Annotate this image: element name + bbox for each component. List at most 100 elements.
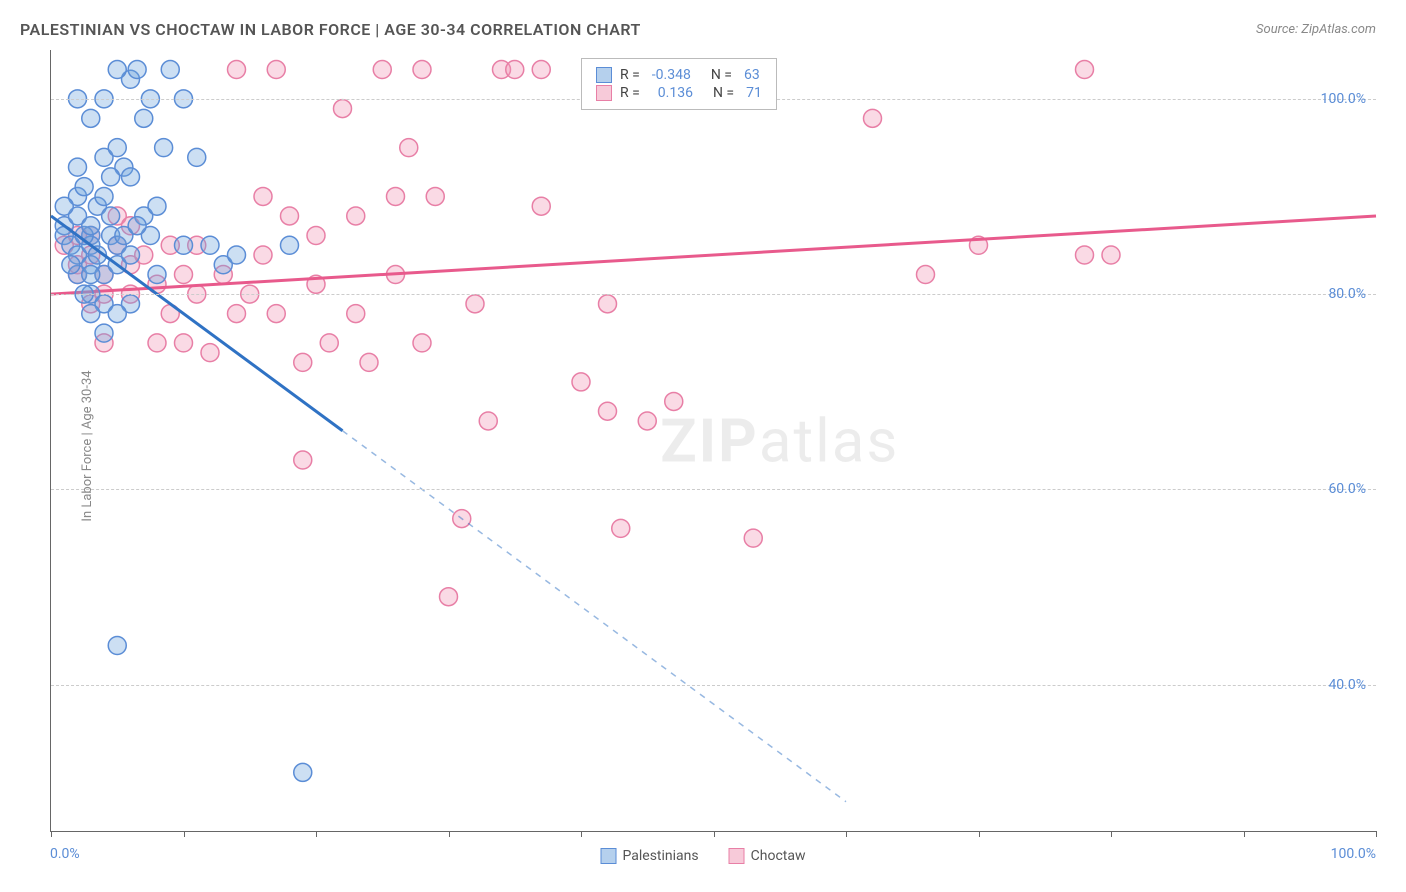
x-tick <box>184 831 185 837</box>
scatter-point <box>102 207 120 225</box>
scatter-point <box>122 168 140 186</box>
scatter-point <box>188 148 206 166</box>
stats-row-palestinians: R = -0.348 N = 63 <box>596 67 762 83</box>
scatter-point <box>479 412 497 430</box>
scatter-point <box>506 61 524 79</box>
scatter-point <box>281 207 299 225</box>
scatter-point <box>82 266 100 284</box>
scatter-point <box>413 61 431 79</box>
scatter-point <box>82 109 100 127</box>
y-tick-label: 80.0% <box>1328 286 1366 302</box>
x-tick <box>581 831 582 837</box>
scatter-point <box>917 266 935 284</box>
source-attribution: Source: ZipAtlas.com <box>1256 22 1376 37</box>
scatter-point <box>360 353 378 371</box>
scatter-point <box>175 236 193 254</box>
x-tick <box>449 831 450 837</box>
x-tick <box>1111 831 1112 837</box>
scatter-point <box>440 588 458 606</box>
scatter-point <box>744 529 762 547</box>
scatter-point <box>347 305 365 323</box>
scatter-point <box>1076 246 1094 264</box>
scatter-point <box>75 178 93 196</box>
scatter-point <box>1102 246 1120 264</box>
scatter-point <box>1076 61 1094 79</box>
y-tick-label: 100.0% <box>1321 91 1366 107</box>
x-tick-max: 100.0% <box>1331 846 1376 862</box>
scatter-point <box>254 187 272 205</box>
scatter-point <box>175 266 193 284</box>
scatter-point <box>281 236 299 254</box>
scatter-point <box>294 451 312 469</box>
scatter-point <box>400 139 418 157</box>
x-tick-min: 0.0% <box>50 846 80 862</box>
y-tick-label: 40.0% <box>1328 677 1366 693</box>
scatter-point <box>108 61 126 79</box>
scatter-point <box>69 158 87 176</box>
scatter-point <box>201 236 219 254</box>
scatter-point <box>294 353 312 371</box>
scatter-point <box>347 207 365 225</box>
scatter-point <box>122 246 140 264</box>
bottom-legend: Palestinians Choctaw <box>601 848 806 864</box>
scatter-point <box>148 197 166 215</box>
scatter-point <box>532 197 550 215</box>
scatter-point <box>108 305 126 323</box>
stats-row-choctaw: R = 0.136 N = 71 <box>596 85 762 101</box>
legend-item-palestinians: Palestinians <box>601 848 699 864</box>
gridline <box>51 294 1376 295</box>
scatter-point <box>95 324 113 342</box>
scatter-point <box>161 61 179 79</box>
scatter-point <box>62 256 80 274</box>
scatter-point <box>155 139 173 157</box>
scatter-point <box>599 295 617 313</box>
scatter-point <box>95 187 113 205</box>
scatter-point <box>532 61 550 79</box>
swatch-blue-icon <box>601 848 617 864</box>
chart-plot-area: ZIPatlas 40.0%60.0%80.0%100.0% R = -0.34… <box>50 50 1376 832</box>
scatter-plot-svg <box>51 50 1376 831</box>
scatter-point <box>638 412 656 430</box>
scatter-point <box>612 519 630 537</box>
x-tick <box>1376 831 1377 837</box>
legend-item-choctaw: Choctaw <box>729 848 806 864</box>
scatter-point <box>599 402 617 420</box>
scatter-point <box>228 61 246 79</box>
scatter-point <box>294 763 312 781</box>
scatter-point <box>228 305 246 323</box>
gridline <box>51 489 1376 490</box>
y-tick-label: 60.0% <box>1328 481 1366 497</box>
scatter-point <box>426 187 444 205</box>
x-tick <box>846 831 847 837</box>
gridline <box>51 685 1376 686</box>
scatter-point <box>128 61 146 79</box>
scatter-point <box>82 305 100 323</box>
x-tick <box>714 831 715 837</box>
scatter-point <box>102 168 120 186</box>
scatter-point <box>864 109 882 127</box>
scatter-point <box>228 246 246 264</box>
scatter-point <box>82 217 100 235</box>
scatter-point <box>665 392 683 410</box>
x-tick <box>316 831 317 837</box>
swatch-pink-icon <box>729 848 745 864</box>
trend-line-dashed <box>343 431 847 802</box>
trend-line <box>51 216 1376 294</box>
scatter-point <box>320 334 338 352</box>
scatter-point <box>148 334 166 352</box>
scatter-point <box>128 217 146 235</box>
scatter-point <box>307 226 325 244</box>
x-tick <box>51 831 52 837</box>
scatter-point <box>413 334 431 352</box>
scatter-point <box>466 295 484 313</box>
scatter-point <box>267 61 285 79</box>
scatter-point <box>572 373 590 391</box>
scatter-point <box>334 100 352 118</box>
scatter-point <box>175 334 193 352</box>
x-tick <box>1244 831 1245 837</box>
scatter-point <box>373 61 391 79</box>
scatter-point <box>267 305 285 323</box>
x-tick <box>979 831 980 837</box>
scatter-point <box>108 139 126 157</box>
scatter-point <box>108 637 126 655</box>
